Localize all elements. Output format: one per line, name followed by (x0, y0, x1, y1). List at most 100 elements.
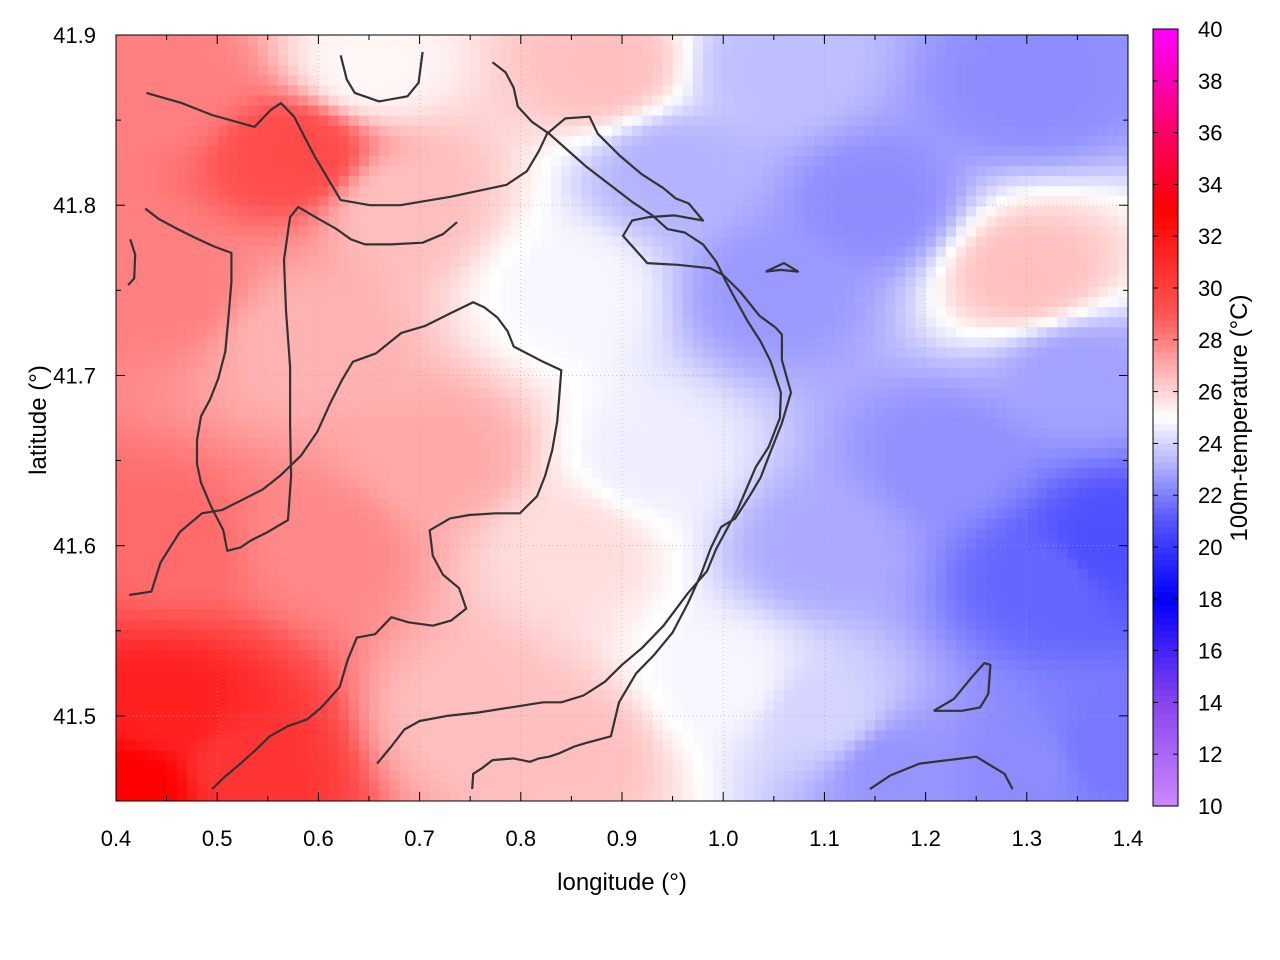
heatmap-cell (1057, 347, 1068, 359)
heatmap-cell (976, 45, 987, 56)
heatmap-cell (500, 85, 512, 97)
heatmap-cell (844, 438, 856, 449)
heatmap-cell (591, 35, 603, 46)
heatmap-cell (541, 256, 552, 268)
heatmap-cell (1077, 478, 1089, 490)
heatmap-cell (1087, 317, 1099, 328)
heatmap-cell (925, 367, 937, 379)
heatmap-cell (935, 196, 947, 207)
heatmap-cell (996, 438, 1008, 449)
heatmap-cell (460, 478, 471, 490)
heatmap-cell (1107, 196, 1119, 207)
heatmap-cell (976, 85, 987, 97)
heatmap-cell (318, 266, 330, 278)
heatmap-cell (166, 337, 178, 349)
heatmap-cell (510, 418, 522, 429)
heatmap-cell (935, 65, 947, 76)
heatmap-cell (652, 468, 664, 480)
heatmap-cell (196, 347, 208, 359)
heatmap-cell (328, 226, 340, 238)
heatmap-cell (652, 367, 664, 379)
heatmap-cell (814, 95, 825, 107)
heatmap-cell (925, 428, 937, 439)
heatmap-cell (530, 528, 542, 540)
heatmap-cell (783, 448, 795, 459)
heatmap-cell (885, 297, 896, 308)
heatmap-cell (692, 468, 704, 480)
heatmap-cell (925, 236, 937, 248)
heatmap-cell (207, 266, 218, 278)
heatmap-cell (1107, 256, 1119, 268)
heatmap-cell (116, 307, 127, 318)
heatmap-cell (470, 65, 481, 76)
heatmap-cell (298, 115, 309, 127)
heatmap-cell (875, 377, 886, 389)
heatmap-cell (662, 438, 674, 449)
heatmap-cell (1036, 45, 1048, 56)
heatmap-cell (217, 55, 228, 66)
heatmap-cell (763, 176, 775, 187)
heatmap-cell (783, 367, 795, 379)
heatmap-cell (551, 478, 562, 490)
heatmap-cell (207, 145, 218, 157)
heatmap-cell (622, 428, 633, 439)
heatmap-cell (1077, 508, 1089, 520)
heatmap-cell (520, 428, 532, 439)
heatmap-cell (480, 35, 492, 46)
heatmap-cell (116, 367, 127, 379)
heatmap-cell (905, 468, 917, 480)
heatmap-cell (1047, 297, 1058, 308)
heatmap-cell (399, 518, 411, 530)
heatmap-cell (460, 418, 471, 429)
heatmap-cell (601, 448, 613, 459)
heatmap-cell (955, 236, 967, 248)
heatmap-cell (611, 95, 623, 107)
heatmap-cell (692, 35, 704, 46)
heatmap-cell (996, 478, 1008, 490)
heatmap-cell (875, 286, 886, 298)
heatmap-cell (318, 276, 330, 288)
heatmap-cell (500, 65, 512, 76)
heatmap-cell (966, 377, 977, 389)
heatmap-cell (925, 528, 937, 540)
heatmap-cell (945, 478, 957, 490)
heatmap-cell (520, 206, 532, 218)
heatmap-cell (794, 518, 805, 530)
heatmap-cell (247, 105, 259, 117)
heatmap-cell (783, 276, 795, 288)
heatmap-cell (976, 125, 987, 137)
heatmap-cell (399, 387, 411, 399)
heatmap-cell (885, 176, 896, 187)
heatmap-cell (1016, 276, 1028, 288)
heatmap-cell (611, 468, 623, 480)
heatmap-cell (1117, 327, 1128, 338)
heatmap-cell (925, 65, 937, 76)
heatmap-cell (116, 518, 127, 530)
heatmap-cell (814, 176, 825, 187)
heatmap-cell (571, 95, 583, 107)
heatmap-cell (561, 297, 572, 308)
heatmap-cell (804, 347, 815, 359)
heatmap-cell (369, 357, 380, 369)
heatmap-cell (864, 35, 876, 46)
heatmap-cell (672, 105, 684, 117)
heatmap-cell (976, 75, 987, 86)
heatmap-cell (925, 85, 937, 97)
heatmap-cell (136, 246, 147, 258)
heatmap-cell (379, 166, 390, 177)
heatmap-cell (439, 176, 451, 187)
heatmap-cell (824, 65, 836, 76)
heatmap-cell (389, 206, 400, 218)
heatmap-cell (1006, 508, 1018, 520)
heatmap-cell (773, 488, 785, 500)
heatmap-cell (966, 367, 977, 379)
heatmap-cell (844, 216, 856, 228)
heatmap-cell (207, 397, 218, 409)
heatmap-cell (338, 448, 350, 459)
heatmap-cell (824, 367, 836, 379)
heatmap-cell (996, 397, 1008, 409)
heatmap-cell (783, 327, 795, 338)
heatmap-cell (419, 307, 431, 318)
heatmap-cell (126, 176, 137, 187)
heatmap-cell (966, 226, 977, 238)
